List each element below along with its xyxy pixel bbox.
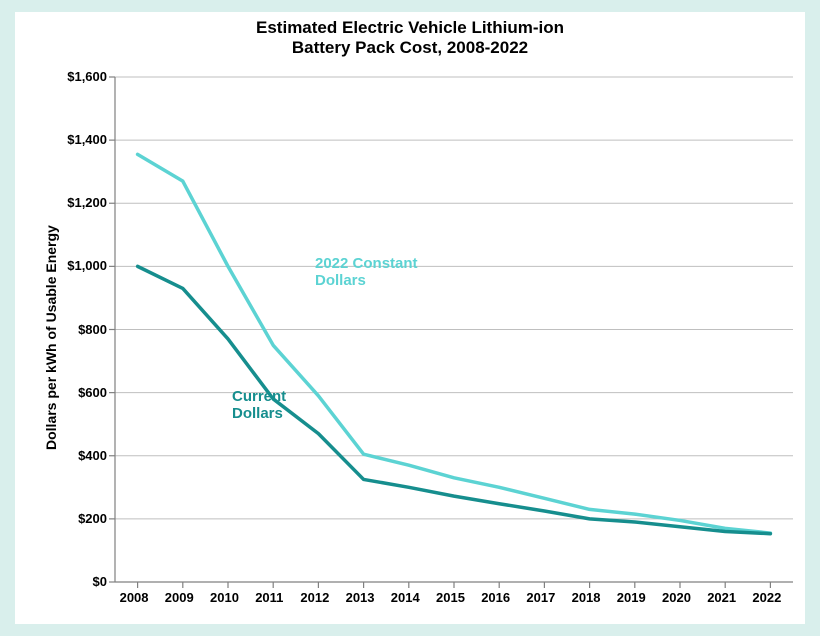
y-tick-label: $1,400 xyxy=(67,132,107,147)
x-tick-label: 2009 xyxy=(165,590,194,605)
x-tick-label: 2022 xyxy=(752,590,781,605)
x-tick-label: 2011 xyxy=(255,590,283,605)
plot-area xyxy=(0,0,820,636)
chart-outer: Estimated Electric Vehicle Lithium-ion B… xyxy=(0,0,820,636)
y-tick-label: $0 xyxy=(93,574,107,589)
x-tick-label: 2015 xyxy=(436,590,465,605)
x-tick-label: 2018 xyxy=(572,590,601,605)
x-tick-label: 2010 xyxy=(210,590,239,605)
y-tick-label: $400 xyxy=(78,448,107,463)
x-tick-label: 2020 xyxy=(662,590,691,605)
x-tick-label: 2016 xyxy=(481,590,510,605)
x-tick-label: 2008 xyxy=(120,590,149,605)
y-tick-label: $1,000 xyxy=(67,258,107,273)
x-tick-label: 2013 xyxy=(346,590,375,605)
x-tick-label: 2017 xyxy=(526,590,555,605)
y-tick-label: $1,200 xyxy=(67,195,107,210)
series-label-current-dollars: CurrentDollars xyxy=(232,388,286,423)
x-tick-label: 2012 xyxy=(300,590,329,605)
x-tick-label: 2019 xyxy=(617,590,646,605)
y-tick-label: $800 xyxy=(78,322,107,337)
y-tick-label: $1,600 xyxy=(67,69,107,84)
series-label-constant-2022-dollars: 2022 ConstantDollars xyxy=(315,255,418,290)
x-tick-label: 2021 xyxy=(707,590,736,605)
y-tick-label: $600 xyxy=(78,385,107,400)
y-tick-label: $200 xyxy=(78,511,107,526)
x-tick-label: 2014 xyxy=(391,590,420,605)
